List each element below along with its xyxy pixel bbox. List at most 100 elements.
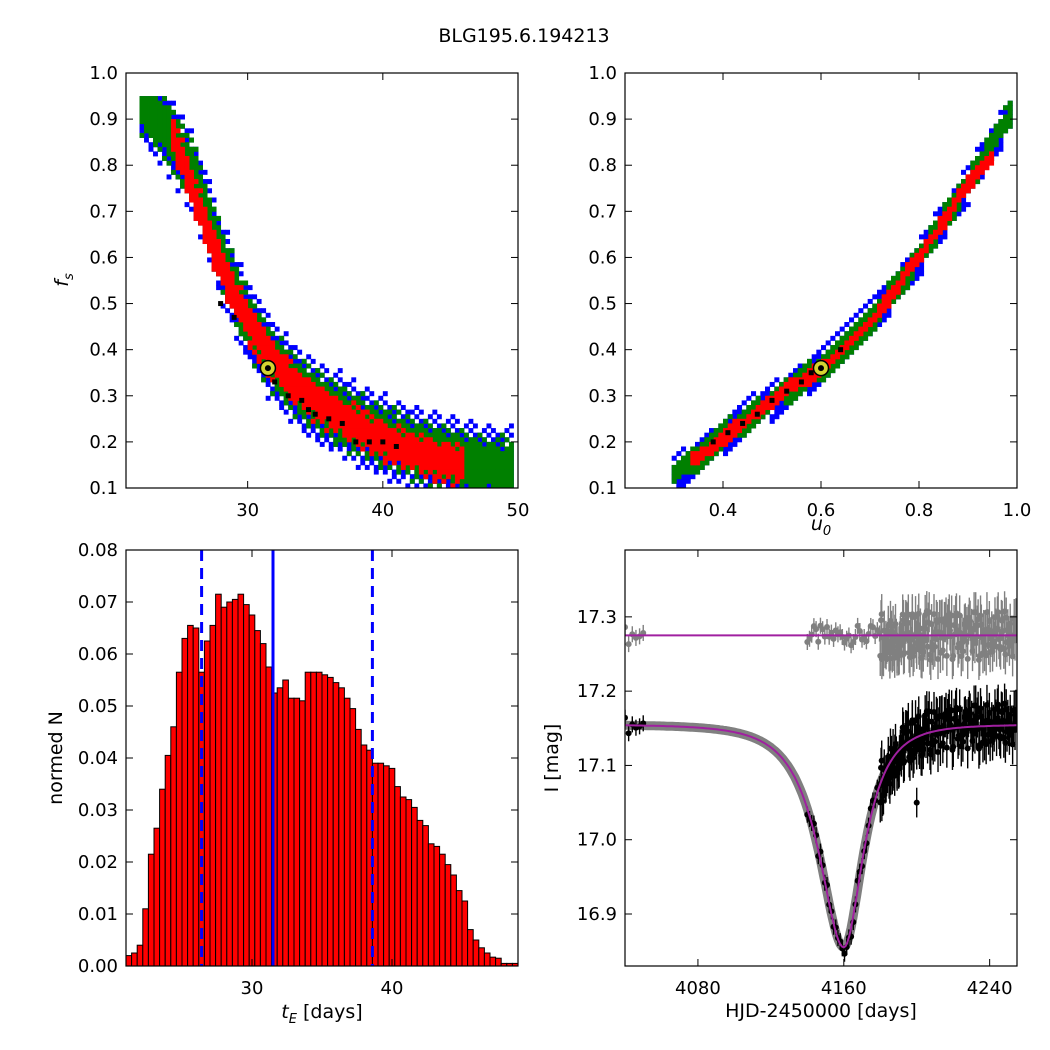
te-fs-cell — [247, 335, 253, 341]
te-fs-cell — [261, 308, 267, 314]
te-fs-cell — [328, 386, 334, 392]
u0-fs-cell — [676, 474, 682, 480]
u0-fs-cell — [737, 423, 743, 429]
te-fs-cell — [207, 188, 213, 194]
u0-fs-cell — [979, 160, 985, 166]
u0-fs-cell — [807, 386, 813, 392]
te-fs-cell — [432, 418, 438, 424]
u0-fs-cell — [853, 340, 859, 346]
te-fs-cell — [220, 243, 226, 249]
te-fs-cell — [504, 460, 510, 466]
te-fs-black-point — [326, 416, 332, 422]
te-fs-cell — [180, 146, 185, 152]
te-fs-cell — [342, 405, 348, 411]
data-point — [917, 726, 924, 733]
te-fs-cell — [328, 391, 334, 397]
te-fs-cell — [427, 469, 433, 475]
u0-fs-cell — [727, 432, 733, 438]
te-fs-cell — [319, 405, 325, 411]
te-fs-cell — [238, 326, 244, 332]
te-fs-cell — [481, 455, 487, 461]
te-fs-cell — [477, 446, 483, 452]
histogram-bar — [237, 593, 245, 967]
te-fs-cell — [247, 308, 253, 314]
te-fs-cell — [297, 368, 303, 374]
u0-fs-cell — [942, 215, 948, 221]
histogram-bar — [349, 708, 357, 967]
te-fs-cell — [256, 340, 262, 346]
te-fs-cell — [252, 312, 258, 318]
u0-fs-cell — [821, 377, 827, 383]
u0-fs-cell — [699, 446, 705, 452]
residual-point — [964, 655, 971, 662]
te-fs-cell — [463, 469, 469, 475]
te-fs-cell — [463, 474, 469, 480]
te-fs-cell — [450, 464, 456, 470]
te-fs-cell — [175, 142, 181, 148]
te-fs-cell — [441, 428, 447, 434]
u0-fs-cell — [821, 354, 827, 360]
u0-fs-cell — [993, 151, 999, 157]
te-fs-cell — [432, 474, 438, 480]
u0-fs-cell — [961, 192, 967, 198]
u0-fs-cell — [811, 377, 817, 383]
u0-fs-cell — [970, 174, 976, 180]
u0-fs-cell — [783, 391, 789, 397]
te-fs-cell — [486, 423, 492, 429]
u0-fs-cell — [1007, 105, 1013, 111]
te-fs-cell — [216, 215, 222, 221]
te-fs-cell — [148, 123, 154, 129]
u0-fs-cell — [737, 432, 743, 438]
u0-fs-cell — [844, 345, 850, 351]
u0-fs-cell — [849, 317, 855, 323]
te-fs-cell — [216, 248, 222, 254]
te-fs-cell — [378, 446, 384, 452]
te-fs-cell — [180, 179, 185, 185]
te-fs-cell — [261, 340, 267, 346]
te-fs-cell — [207, 215, 213, 221]
te-fs-cell — [189, 174, 194, 180]
u0-fs-cell — [695, 446, 701, 452]
u0-fs-black-point — [798, 379, 804, 385]
te-fs-cell — [445, 451, 451, 457]
te-fs-cell — [472, 474, 478, 480]
te-fs-cell — [472, 469, 478, 475]
u0-fs-cell — [965, 183, 971, 189]
te-fs-cell — [373, 414, 379, 420]
u0-fs-cell — [671, 478, 677, 484]
u0-fs-cell — [783, 400, 789, 406]
te-fs-cell — [373, 451, 379, 457]
te-fs-cell — [427, 432, 433, 438]
te-fs-cell — [256, 326, 262, 332]
u0-fs-cell — [765, 400, 771, 406]
u0-fs-cell — [774, 414, 780, 420]
u0-fs-cell — [737, 418, 743, 424]
u0-fs-cell — [867, 331, 873, 337]
te-fs-cell — [310, 400, 316, 406]
u0-fs-cell — [760, 409, 766, 415]
te-fs-cell — [243, 345, 249, 351]
te-fs-cell — [229, 252, 235, 258]
te-fs-cell — [279, 391, 285, 397]
te-fs-cell — [472, 432, 478, 438]
te-fs-cell — [238, 285, 244, 291]
u0-fs-cell — [891, 289, 897, 295]
te-fs-cell — [373, 432, 379, 438]
te-fs-cell — [378, 432, 384, 438]
te-fs-cell — [481, 483, 487, 489]
te-fs-cell — [463, 441, 469, 447]
te-fs-cell — [342, 441, 348, 447]
te-fs-cell — [387, 455, 393, 461]
te-fs-cell — [166, 105, 172, 111]
u0-fs-cell — [671, 455, 677, 461]
te-fs-cell — [450, 423, 456, 429]
te-fs-cell — [423, 432, 429, 438]
te-fs-cell — [454, 478, 460, 484]
te-fs-cell — [405, 432, 411, 438]
te-fs-cell — [418, 428, 424, 434]
te-fs-cell — [225, 271, 231, 277]
u0-fs-cell — [923, 239, 929, 245]
te-fs-cell — [333, 381, 339, 387]
histogram-ytick-label-7: 0.07 — [78, 592, 118, 613]
te-fs-cell — [423, 423, 429, 429]
